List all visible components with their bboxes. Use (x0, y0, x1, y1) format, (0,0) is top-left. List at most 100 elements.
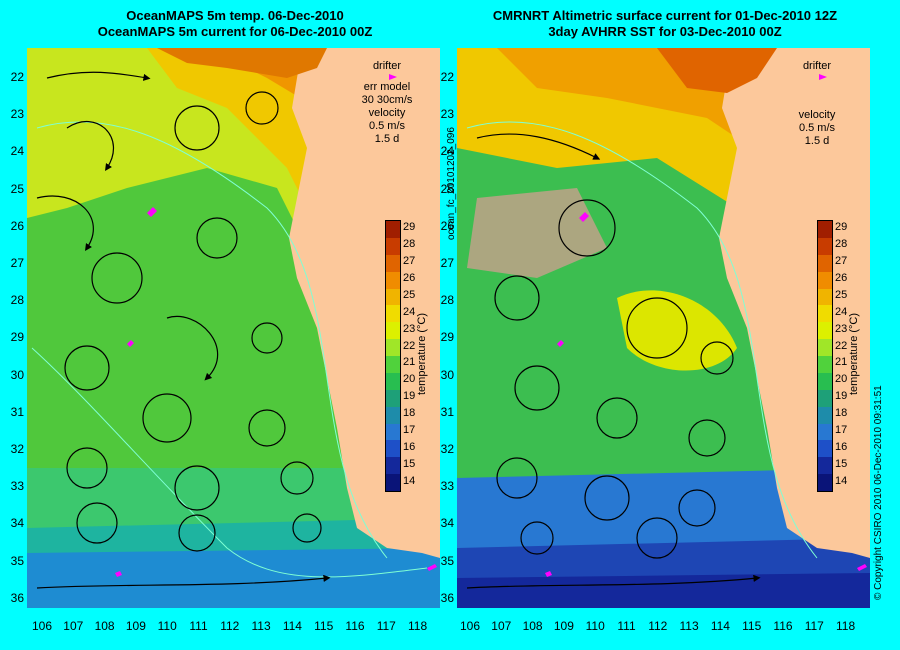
y-tick-label: 24 (10, 144, 24, 159)
colorbar-segment (818, 237, 832, 255)
colorbar-segment (386, 356, 400, 373)
legend-velocity-scale: 0.5 m/s (368, 120, 406, 132)
drifter-marker (579, 212, 589, 222)
x-tick-label: 116 (345, 619, 365, 633)
colorbar-segment (818, 423, 832, 441)
legend-velocity-days: 1.5 d (804, 135, 830, 147)
colorbar-segment (818, 457, 832, 475)
drifter-marker (427, 564, 437, 571)
colorbar-tick-label: 15 (835, 457, 848, 470)
colorbar-tick-label: 15 (403, 457, 416, 470)
colorbar-tick-label: 17 (835, 423, 848, 436)
legend-err-model: err model (363, 81, 411, 93)
x-tick-label: 106 (31, 619, 53, 633)
y-tick-label: 35 (440, 553, 454, 568)
warm-eddy (617, 290, 737, 371)
colorbar-tick-label: 20 (403, 373, 416, 386)
drifter-marker (147, 207, 157, 217)
y-tick-label: 31 (440, 404, 454, 419)
colorbar-segment (818, 254, 832, 272)
drifter-marker (545, 571, 552, 577)
y-tick-label: 28 (10, 293, 24, 308)
colorbar-segment (386, 221, 400, 238)
y-tick-label: 23 (10, 107, 24, 122)
colorbar-segment (386, 440, 400, 458)
current-vectors (466, 133, 761, 589)
right-map-panel: drifter velocity 0.5 m/s 1.5 d (457, 48, 870, 608)
x-tick-label: 108 (94, 619, 115, 633)
colorbar-tick-label: 22 (835, 339, 848, 352)
x-tick-label: 117 (804, 619, 824, 633)
x-tick-label: 118 (836, 619, 856, 633)
colorbar-segment (818, 322, 832, 340)
left-title-line1: OceanMAPS 5m temp. 06-Dec-2010 (126, 8, 344, 23)
y-tick-label: 33 (10, 479, 24, 494)
right-map-svg (457, 48, 870, 608)
x-tick-label: 114 (710, 619, 730, 633)
y-tick-label: 25 (440, 181, 454, 196)
y-tick-label: 34 (10, 516, 24, 531)
colorbar-segment (386, 237, 400, 255)
y-tick-label: 26 (10, 218, 24, 233)
colorbar-segment (818, 474, 832, 491)
colorbar-segment (818, 440, 832, 458)
x-tick-label: 118 (408, 619, 428, 633)
legend-velocity: velocity (368, 107, 406, 119)
y-tick-label: 27 (440, 256, 454, 270)
colorbar-segment (386, 406, 400, 424)
x-tick-label: 115 (314, 619, 334, 633)
temperature-colorbar-right (817, 220, 833, 492)
x-tick-label: 107 (491, 619, 512, 633)
y-tick-label: 30 (10, 367, 24, 382)
colorbar-segment (818, 288, 832, 306)
colorbar-segment (386, 271, 400, 289)
legend-drifter: drifter (802, 60, 832, 72)
colorbar-tick-label: 26 (835, 272, 848, 285)
drifter-legend-icon (819, 74, 827, 80)
left-title-line2: OceanMAPS 5m current for 06-Dec-2010 00Z (97, 24, 373, 39)
colorbar-tick-label: 17 (403, 423, 416, 436)
x-tick-label: 109 (125, 619, 146, 633)
colorbar-tick-label: 25 (835, 288, 848, 301)
bathymetry-contour (36, 121, 388, 559)
coldest-band (457, 573, 870, 608)
colorbar-segment (386, 389, 400, 407)
y-tick-label: 32 (440, 442, 454, 456)
colorbar-tick-label: 27 (835, 255, 848, 268)
colorbar-tick-label: 23 (403, 322, 416, 335)
colorbar-tick-label: 21 (835, 356, 848, 369)
temperature-colorbar (385, 220, 401, 492)
bathymetry-contour-2 (31, 347, 428, 578)
colorbar-segment (386, 322, 400, 340)
y-tick-label: 26 (440, 218, 454, 233)
colorbar-segment (386, 423, 400, 441)
bathymetry-contour (466, 121, 818, 559)
x-tick-label: 114 (282, 619, 302, 633)
north-shelf (657, 48, 777, 93)
colorbar-tick-label: 24 (403, 305, 416, 318)
colorbar-segment (818, 372, 832, 390)
x-tick-label: 109 (553, 619, 574, 633)
x-tick-label: 108 (522, 619, 543, 633)
colorbar-tick-label: 28 (835, 238, 848, 251)
y-tick-label: 24 (440, 144, 454, 159)
colorbar-segment (386, 305, 400, 323)
y-tick-label: 29 (440, 330, 454, 345)
drifter-marker (557, 340, 564, 347)
colorbar-segment (386, 372, 400, 390)
colorbar-tick-label: 19 (835, 390, 848, 403)
y-tick-label: 34 (440, 516, 454, 531)
legend-velocity-scale: 0.5 m/s (798, 122, 836, 134)
colorbar-tick-label: 14 (835, 474, 848, 487)
copyright-label: © Copyright CSIRO 2010 06-Dec-2010 09:31… (873, 385, 884, 600)
right-panel-title: CMRNRT Altimetric surface current for 01… (450, 8, 880, 40)
current-vectors (36, 71, 331, 589)
colorbar-tick-label: 23 (835, 322, 848, 335)
colorbar-tick-label: 20 (835, 373, 848, 386)
cloud-mask (467, 188, 607, 278)
colorbar-segment (386, 288, 400, 306)
drifter-marker (127, 340, 134, 347)
x-tick-label: 110 (585, 619, 605, 633)
y-tick-label: 28 (440, 293, 454, 308)
colorbar-tick-label: 22 (403, 339, 416, 352)
